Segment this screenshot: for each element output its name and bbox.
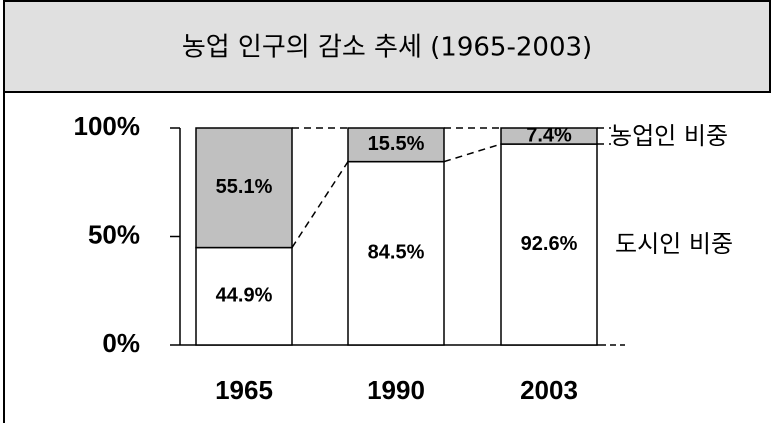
bar-segment <box>195 127 293 249</box>
x-tick-label: 1965 <box>215 375 273 405</box>
x-tick-label: 2003 <box>520 375 578 405</box>
y-tick-label: 0% <box>102 328 140 358</box>
chart-title: 농업 인구의 감소 추세 (1965-2003) <box>182 33 592 63</box>
data-label: 55.1% <box>216 176 273 198</box>
data-label: 15.5% <box>368 133 425 155</box>
bar-segment <box>195 246 293 346</box>
data-label: 7.4% <box>526 124 572 146</box>
data-label: 84.5% <box>368 242 425 264</box>
legend-label: 농업인 비중 <box>610 122 728 150</box>
title-box <box>3 0 771 93</box>
connector <box>291 161 349 248</box>
bar-segment <box>347 160 445 346</box>
bar-segment <box>500 127 598 145</box>
y-tick-label: 100% <box>74 111 141 141</box>
connector <box>443 143 502 163</box>
legend-label: 도시인 비중 <box>615 230 733 258</box>
data-label: 44.9% <box>216 285 273 307</box>
data-label: 92.6% <box>521 233 578 255</box>
x-tick-label: 1990 <box>367 375 425 405</box>
bar-segment <box>500 143 598 346</box>
y-tick-label: 50% <box>88 219 140 249</box>
bar-segment <box>347 127 445 163</box>
